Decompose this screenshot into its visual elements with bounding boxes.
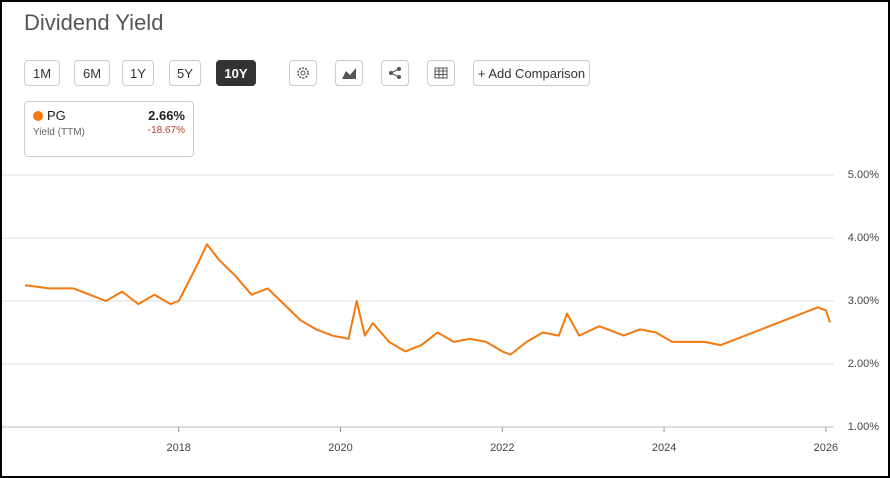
- x-tick-label: 2022: [490, 442, 514, 454]
- y-tick-label: 1.00%: [848, 421, 879, 433]
- legend-symbol: PG: [47, 108, 66, 123]
- y-tick-label: 2.00%: [848, 358, 879, 370]
- y-tick-label: 5.00%: [848, 169, 879, 181]
- range-button[interactable]: 6M: [74, 60, 110, 86]
- share-button[interactable]: [381, 60, 409, 86]
- page-title: Dividend Yield: [24, 10, 164, 35]
- legend-change: -18.67%: [147, 125, 185, 136]
- table-button[interactable]: [427, 60, 455, 86]
- range-button[interactable]: 1M: [24, 60, 60, 86]
- legend-label: Yield (TTM): [33, 127, 85, 138]
- legend-value: 2.66%: [148, 108, 185, 123]
- gear-icon: [297, 67, 309, 79]
- y-tick-label: 3.00%: [848, 295, 879, 307]
- settings-button[interactable]: [289, 60, 317, 86]
- share-icon: [389, 67, 401, 79]
- x-tick-label: 2024: [652, 442, 676, 454]
- x-tick-label: 2018: [166, 442, 190, 454]
- range-button[interactable]: 1Y: [122, 60, 154, 86]
- chart-icon: [342, 68, 356, 79]
- y-tick-label: 4.00%: [848, 232, 879, 244]
- legend-dot: [33, 111, 43, 121]
- add-comparison-button[interactable]: + Add Comparison: [473, 60, 590, 86]
- range-button[interactable]: 10Y: [216, 60, 256, 86]
- line-series: [24, 243, 831, 356]
- table-icon: [434, 67, 448, 79]
- x-tick-label: 2020: [328, 442, 352, 454]
- legend-card: PG 2.66% Yield (TTM) -18.67%: [24, 101, 194, 157]
- x-tick-label: 2026: [814, 442, 838, 454]
- chart-type-button[interactable]: [335, 60, 363, 86]
- range-button[interactable]: 5Y: [169, 60, 201, 86]
